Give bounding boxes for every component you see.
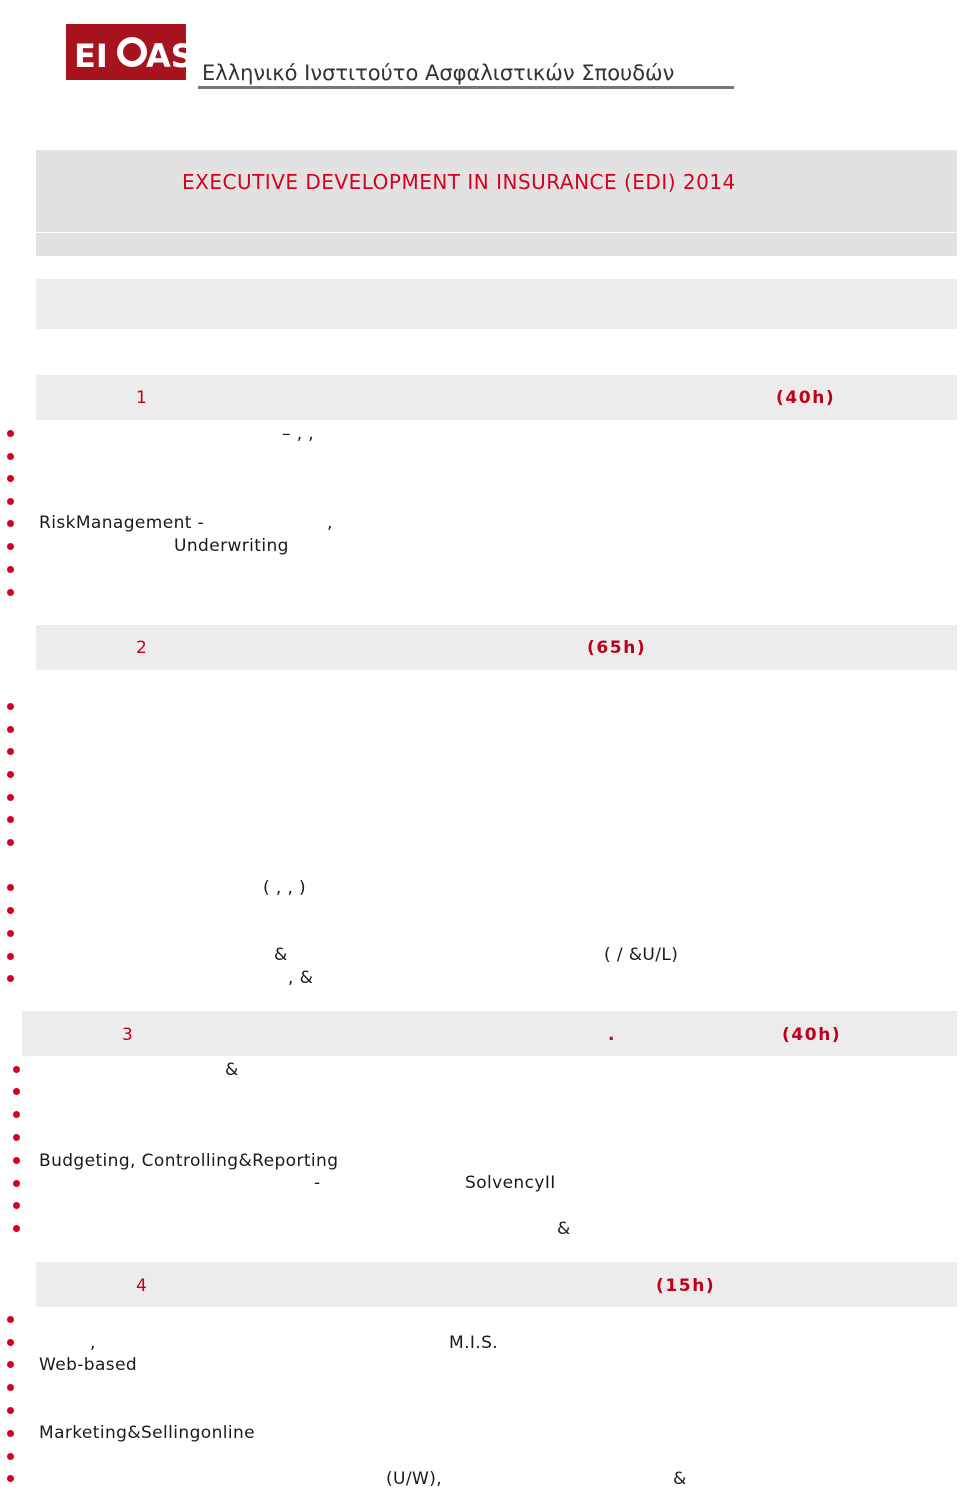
- module-4-web-based: Web-based: [39, 1355, 138, 1375]
- program-title: EXECUTIVE DEVELOPMENT IN INSURANCE (EDI)…: [182, 170, 736, 194]
- list-bullet: [13, 1180, 20, 1187]
- module-2-comma-amp: , &: [288, 968, 314, 988]
- module-1-header: [36, 375, 957, 420]
- list-bullet: [7, 907, 14, 914]
- list-bullet: [7, 748, 14, 755]
- list-bullet: [7, 589, 14, 596]
- module-2-ul: ( / &U/L): [604, 945, 679, 965]
- list-bullet: [7, 884, 14, 891]
- module-1-underwriting: Underwriting: [174, 536, 289, 556]
- module-4-uw: (U/W),: [386, 1469, 443, 1489]
- list-bullet: [7, 453, 14, 460]
- module-3-amp: &: [225, 1060, 239, 1080]
- module-2-amp: &: [274, 945, 288, 965]
- list-bullet: [13, 1134, 20, 1141]
- module-2-number: 2: [136, 638, 148, 658]
- list-bullet: [13, 1066, 20, 1073]
- list-bullet: [7, 1407, 14, 1414]
- module-3-amp-2: &: [557, 1219, 571, 1239]
- module-2-hours: (65h): [587, 638, 647, 658]
- module-4-hours: (15h): [656, 1276, 716, 1296]
- svg-text:AS: AS: [146, 37, 194, 75]
- module-4-comma: ,: [90, 1333, 96, 1353]
- list-bullet: [7, 475, 14, 482]
- eias-logo: EI AS Ελληνικό Ινστιτούτο Ασφαλιστικών Σ…: [66, 24, 734, 89]
- list-bullet: [7, 498, 14, 505]
- list-bullet: [13, 1088, 20, 1095]
- subtitle-band: [36, 279, 957, 329]
- list-bullet: [7, 1339, 14, 1346]
- module-1-risk-management: RiskManagement -: [39, 513, 205, 533]
- list-bullet: [7, 794, 14, 801]
- module-3-number: 3: [122, 1025, 134, 1045]
- logo-subtitle: Ελληνικό Ινστιτούτο Ασφαλιστικών Σπουδών: [202, 61, 674, 85]
- module-1-number: 1: [136, 388, 148, 408]
- list-bullet: [7, 839, 14, 846]
- module-3-dash: -: [314, 1173, 321, 1193]
- list-bullet: [7, 975, 14, 982]
- title-band: [36, 150, 957, 256]
- list-bullet: [7, 543, 14, 550]
- list-bullet: [7, 726, 14, 733]
- module-1-item-1: – , ,: [282, 424, 315, 444]
- module-4-marketing: Marketing&Sellingonline: [39, 1423, 256, 1443]
- module-4-header: [36, 1262, 957, 1307]
- module-2-paren-list: ( , , ): [263, 878, 307, 898]
- module-3-dot: .: [608, 1025, 617, 1045]
- module-2-header: [36, 625, 957, 670]
- list-bullet: [7, 1453, 14, 1460]
- list-bullet: [7, 816, 14, 823]
- module-3-header: [22, 1011, 957, 1056]
- list-bullet: [7, 566, 14, 573]
- list-bullet: [13, 1225, 20, 1232]
- list-bullet: [7, 771, 14, 778]
- list-bullet: [7, 930, 14, 937]
- list-bullet: [7, 1384, 14, 1391]
- list-bullet: [7, 430, 14, 437]
- module-1-comma: ,: [327, 513, 333, 533]
- module-4-number: 4: [136, 1276, 148, 1296]
- list-bullet: [13, 1111, 20, 1118]
- list-bullet: [13, 1157, 20, 1164]
- list-bullet: [7, 1316, 14, 1323]
- list-bullet: [7, 1430, 14, 1437]
- list-bullet: [7, 953, 14, 960]
- svg-text:EI: EI: [74, 37, 108, 75]
- list-bullet: [13, 1202, 20, 1209]
- module-4-amp: &: [673, 1469, 687, 1489]
- module-3-hours: (40h): [782, 1025, 842, 1045]
- module-3-solvency: SolvencyII: [465, 1173, 556, 1193]
- module-4-mis: M.I.S.: [449, 1333, 499, 1353]
- list-bullet: [7, 1361, 14, 1368]
- list-bullet: [7, 1475, 14, 1482]
- module-1-hours: (40h): [776, 388, 836, 408]
- list-bullet: [7, 703, 14, 710]
- module-3-budgeting: Budgeting, Controlling&Reporting: [39, 1151, 339, 1171]
- list-bullet: [7, 520, 14, 527]
